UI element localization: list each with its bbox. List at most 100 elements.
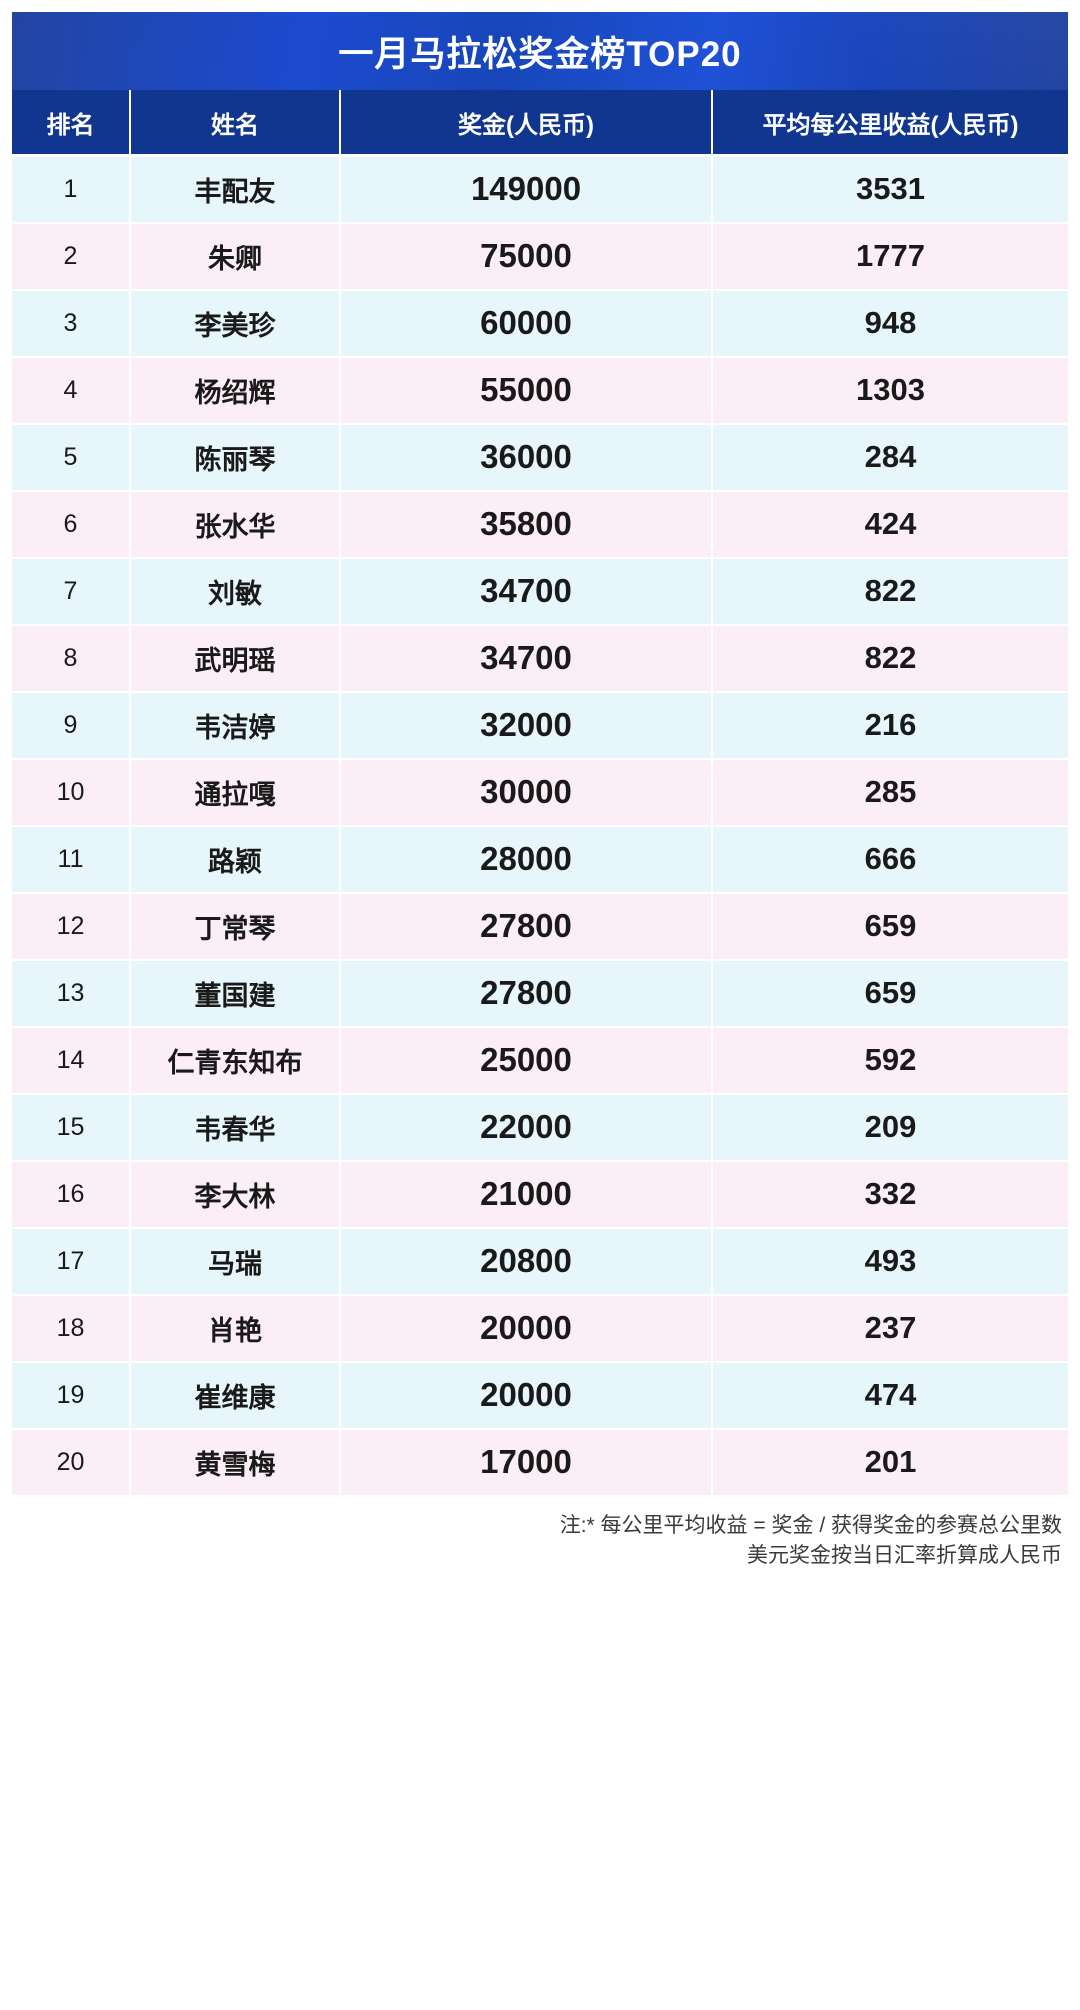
cell-rank: 3 [12, 289, 131, 358]
cell-per-km: 201 [712, 1428, 1068, 1497]
cell-rank: 5 [12, 423, 131, 492]
title-banner: 一月马拉松奖金榜TOP20 [12, 12, 1068, 90]
cell-rank: 1 [12, 155, 131, 224]
cell-name: 董国建 [130, 959, 341, 1028]
cell-name: 丁常琴 [130, 892, 341, 961]
cell-prize: 35800 [340, 490, 713, 559]
cell-name: 马瑞 [130, 1227, 341, 1296]
column-header-prize: 奖金(人民币) [340, 90, 713, 157]
cell-prize: 55000 [340, 356, 713, 425]
cell-per-km: 666 [712, 825, 1068, 894]
cell-prize: 34700 [340, 557, 713, 626]
cell-name: 韦洁婷 [130, 691, 341, 760]
cell-rank: 16 [12, 1160, 131, 1229]
cell-per-km: 332 [712, 1160, 1068, 1229]
cell-prize: 20000 [340, 1294, 713, 1363]
cell-name: 丰配友 [130, 155, 341, 224]
table-row: 4 杨绍辉 55000 1303 [12, 356, 1068, 425]
cell-prize: 75000 [340, 222, 713, 291]
table-row: 8 武明瑶 34700 822 [12, 624, 1068, 693]
table-row: 6 张水华 35800 424 [12, 490, 1068, 559]
cell-per-km: 659 [712, 959, 1068, 1028]
table-row: 5 陈丽琴 36000 284 [12, 423, 1068, 492]
cell-rank: 4 [12, 356, 131, 425]
footer-note-line-2: 美元奖金按当日汇率折算成人民币 [747, 1543, 1062, 1567]
cell-name: 刘敏 [130, 557, 341, 626]
cell-per-km: 1777 [712, 222, 1068, 291]
cell-per-km: 216 [712, 691, 1068, 760]
cell-name: 肖艳 [130, 1294, 341, 1363]
cell-per-km: 237 [712, 1294, 1068, 1363]
cell-per-km: 284 [712, 423, 1068, 492]
cell-per-km: 948 [712, 289, 1068, 358]
cell-rank: 12 [12, 892, 131, 961]
cell-prize: 17000 [340, 1428, 713, 1497]
ranking-table: 排名 姓名 奖金(人民币) 平均每公里收益(人民币) 1 丰配友 149000 3 5 3… [12, 90, 1068, 1497]
cell-prize: 30000 [340, 758, 713, 827]
cell-rank: 9 [12, 691, 131, 760]
cell-prize: 21000 [340, 1160, 713, 1229]
cell-name: 通拉嘎 [130, 758, 341, 827]
cell-per-km: 822 [712, 624, 1068, 693]
cell-prize: 27800 [340, 959, 713, 1028]
cell-per-km: 474 [712, 1361, 1068, 1430]
table-row: 2 朱卿 75000 1777 [12, 222, 1068, 291]
cell-per-km: 493 [712, 1227, 1068, 1296]
table-header: 排名 姓名 奖金(人民币) 平均每公里收益(人民币) [12, 90, 1068, 157]
cell-prize: 149000 [340, 155, 713, 224]
table-row: 20 黄雪梅 17000 201 [12, 1428, 1068, 1497]
cell-per-km: 592 [712, 1026, 1068, 1095]
cell-per-km: 659 [712, 892, 1068, 961]
cell-prize: 20800 [340, 1227, 713, 1296]
cell-name: 韦春华 [130, 1093, 341, 1162]
cell-rank: 18 [12, 1294, 131, 1363]
cell-rank: 6 [12, 490, 131, 559]
cell-prize: 25000 [340, 1026, 713, 1095]
table-row: 3 李美珍 60000 948 [12, 289, 1068, 358]
cell-rank: 19 [12, 1361, 131, 1430]
cell-name: 陈丽琴 [130, 423, 341, 492]
cell-name: 张水华 [130, 490, 341, 559]
cell-prize: 27800 [340, 892, 713, 961]
cell-name: 武明瑶 [130, 624, 341, 693]
footer-note: 注:* 每公里平均收益 = 奖金 / 获得奖金的参赛总公里数 美元奖金按当日汇率… [12, 1511, 1068, 1572]
cell-rank: 20 [12, 1428, 131, 1497]
column-header-rank: 排名 [12, 90, 131, 157]
cell-prize: 34700 [340, 624, 713, 693]
table-row: 18 肖艳 20000 237 [12, 1294, 1068, 1363]
cell-name: 路颖 [130, 825, 341, 894]
table-row: 10 通拉嘎 30000 285 [12, 758, 1068, 827]
table-row: 15 韦春华 22000 209 [12, 1093, 1068, 1162]
table-header-row: 排名 姓名 奖金(人民币) 平均每公里收益(人民币) [12, 90, 1068, 157]
cell-per-km: 209 [712, 1093, 1068, 1162]
footer-note-line-1: 注:* 每公里平均收益 = 奖金 / 获得奖金的参赛总公里数 [559, 1513, 1062, 1537]
cell-per-km: 1303 [712, 356, 1068, 425]
cell-name: 李大林 [130, 1160, 341, 1229]
table-row: 17 马瑞 20800 493 [12, 1227, 1068, 1296]
cell-name: 朱卿 [130, 222, 341, 291]
cell-rank: 14 [12, 1026, 131, 1095]
cell-rank: 15 [12, 1093, 131, 1162]
table-row: 12 丁常琴 27800 659 [12, 892, 1068, 961]
table-row: 11 路颖 28000 666 [12, 825, 1068, 894]
cell-rank: 11 [12, 825, 131, 894]
cell-prize: 20000 [340, 1361, 713, 1430]
cell-name: 仁青东知布 [130, 1026, 341, 1095]
cell-name: 李美珍 [130, 289, 341, 358]
page-title: 一月马拉松奖金榜TOP20 [338, 34, 742, 74]
cell-rank: 7 [12, 557, 131, 626]
cell-prize: 28000 [340, 825, 713, 894]
table-row: 16 李大林 21000 332 [12, 1160, 1068, 1229]
cell-rank: 10 [12, 758, 131, 827]
cell-name: 黄雪梅 [130, 1428, 341, 1497]
cell-name: 崔维康 [130, 1361, 341, 1430]
table-row: 14 仁青东知布 25000 592 [12, 1026, 1068, 1095]
cell-name: 杨绍辉 [130, 356, 341, 425]
cell-prize: 36000 [340, 423, 713, 492]
cell-rank: 13 [12, 959, 131, 1028]
cell-rank: 8 [12, 624, 131, 693]
table-row: 7 刘敏 34700 822 [12, 557, 1068, 626]
cell-prize: 32000 [340, 691, 713, 760]
column-header-name: 姓名 [130, 90, 341, 157]
